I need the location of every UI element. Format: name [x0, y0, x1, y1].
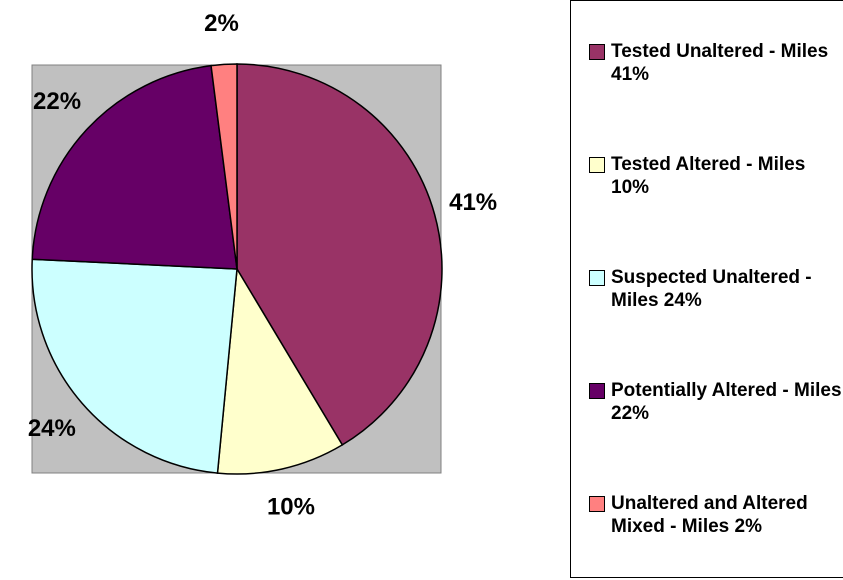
data-label: 24%	[28, 415, 76, 442]
legend-label: Unaltered and Altered Mixed - Miles 2%	[611, 492, 808, 537]
data-label: 2%	[204, 10, 239, 37]
legend: Tested Unaltered - Miles 41% Tested Alter…	[570, 0, 843, 578]
pie-slice	[216, 266, 344, 475]
legend-label: Tested Altered - Miles 10%	[611, 154, 806, 199]
legend-swatch	[589, 157, 605, 174]
legend-entry: Unaltered and Altered Mixed - Miles 2%	[589, 492, 843, 538]
legend-entry: Tested Unaltered - Miles 41%	[589, 40, 843, 86]
data-label: 22%	[33, 88, 81, 115]
legend-swatch	[589, 44, 605, 61]
legend-entry: Suspected Unaltered - Miles 24%	[589, 266, 843, 312]
pie-slice	[31, 64, 238, 270]
legend-swatch	[589, 495, 605, 512]
pie-slice	[31, 258, 238, 474]
pie-slice	[236, 63, 443, 446]
legend-swatch	[589, 269, 605, 286]
legend-label: Suspected Unaltered - Miles 24%	[611, 266, 812, 311]
chart: 41% 10% 24% 22% 2%	[28, 10, 497, 520]
legend-entry: Tested Altered - Miles 10%	[589, 153, 843, 199]
data-label: 10%	[267, 493, 315, 520]
legend-swatch	[589, 382, 605, 399]
data-label: 41%	[449, 189, 497, 216]
legend-label: Tested Unaltered - Miles 41%	[611, 41, 829, 86]
pie-slice	[210, 63, 238, 270]
legend-label: Potentially Altered - Miles 22%	[611, 379, 842, 424]
legend-entry: Potentially Altered - Miles 22%	[589, 379, 843, 425]
